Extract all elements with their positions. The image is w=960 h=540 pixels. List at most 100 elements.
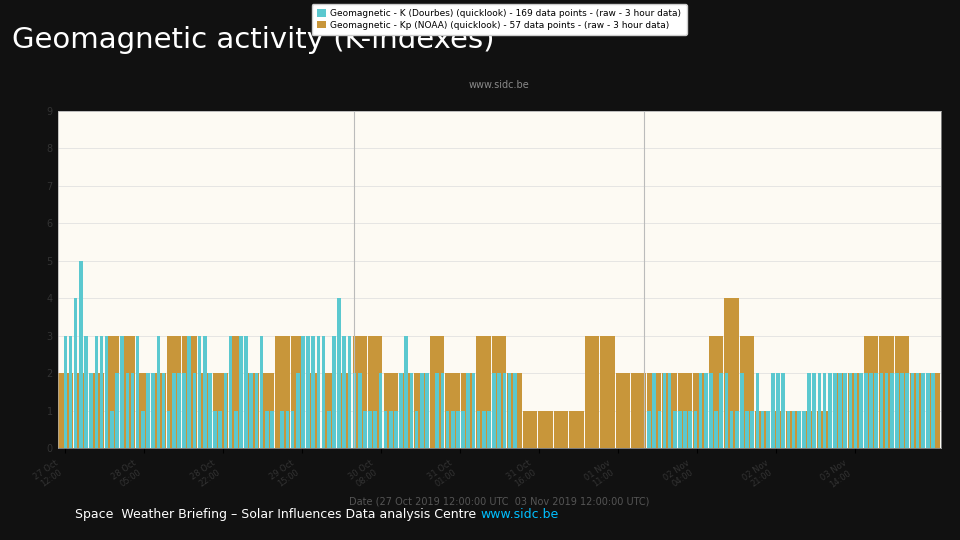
Bar bbox=[864, 373, 868, 448]
Bar bbox=[895, 373, 899, 448]
Bar bbox=[327, 411, 330, 448]
Bar bbox=[828, 373, 831, 448]
Bar bbox=[730, 411, 733, 448]
Bar bbox=[569, 411, 584, 448]
Bar bbox=[693, 373, 708, 448]
Bar bbox=[120, 336, 124, 448]
Bar bbox=[771, 411, 785, 448]
Bar bbox=[461, 411, 465, 448]
Bar bbox=[632, 373, 646, 448]
Bar bbox=[539, 411, 553, 448]
Bar bbox=[766, 411, 770, 448]
Bar bbox=[653, 373, 656, 448]
Bar bbox=[699, 373, 703, 448]
Bar bbox=[910, 373, 924, 448]
Bar bbox=[487, 411, 491, 448]
Bar bbox=[306, 336, 310, 448]
Bar bbox=[714, 411, 718, 448]
Bar bbox=[167, 411, 171, 448]
Bar bbox=[492, 373, 496, 448]
Bar bbox=[322, 336, 325, 448]
Bar bbox=[368, 336, 382, 448]
Bar bbox=[399, 373, 414, 448]
Bar bbox=[445, 411, 449, 448]
Bar bbox=[554, 411, 568, 448]
Bar bbox=[89, 373, 104, 448]
Bar bbox=[658, 411, 661, 448]
Bar bbox=[781, 373, 785, 448]
Bar bbox=[745, 411, 749, 448]
Bar bbox=[378, 373, 382, 448]
Bar bbox=[276, 336, 290, 448]
Bar bbox=[833, 373, 837, 448]
Bar bbox=[395, 411, 397, 448]
Bar bbox=[156, 336, 160, 448]
Text: Space  Weather Briefing – Solar Influences Data analysis Centre: Space Weather Briefing – Solar Influence… bbox=[75, 508, 480, 521]
Bar bbox=[74, 298, 78, 448]
Bar bbox=[415, 411, 419, 448]
Bar bbox=[492, 336, 507, 448]
Bar bbox=[317, 336, 321, 448]
Bar bbox=[879, 336, 894, 448]
Bar bbox=[673, 411, 677, 448]
Bar bbox=[337, 373, 351, 448]
Bar bbox=[213, 373, 228, 448]
Bar bbox=[735, 411, 738, 448]
Bar bbox=[875, 373, 878, 448]
Bar bbox=[141, 411, 145, 448]
Bar bbox=[849, 373, 863, 448]
Bar bbox=[823, 373, 827, 448]
Bar bbox=[178, 373, 180, 448]
Bar bbox=[420, 373, 423, 448]
Bar bbox=[369, 411, 372, 448]
Bar bbox=[352, 336, 367, 448]
Bar bbox=[244, 373, 258, 448]
Bar bbox=[182, 336, 197, 448]
Bar bbox=[399, 373, 403, 448]
Bar bbox=[771, 373, 775, 448]
Bar bbox=[513, 373, 516, 448]
Bar bbox=[260, 336, 263, 448]
Bar bbox=[343, 336, 346, 448]
Bar bbox=[725, 298, 739, 448]
Bar bbox=[777, 373, 780, 448]
Bar bbox=[926, 373, 929, 448]
Bar bbox=[322, 373, 336, 448]
Bar bbox=[662, 373, 666, 448]
Bar bbox=[807, 373, 811, 448]
Bar bbox=[296, 373, 300, 448]
Bar bbox=[704, 373, 708, 448]
Bar bbox=[709, 373, 712, 448]
Bar bbox=[668, 373, 671, 448]
Bar bbox=[662, 373, 677, 448]
Bar bbox=[136, 336, 139, 448]
Bar bbox=[925, 373, 940, 448]
Bar bbox=[135, 373, 150, 448]
Bar bbox=[332, 336, 336, 448]
Bar bbox=[69, 336, 72, 448]
Bar bbox=[467, 373, 470, 448]
Bar bbox=[358, 373, 362, 448]
Bar bbox=[280, 411, 284, 448]
Bar bbox=[879, 373, 883, 448]
Bar bbox=[250, 373, 253, 448]
Bar bbox=[213, 411, 217, 448]
Bar bbox=[895, 336, 909, 448]
Bar bbox=[301, 336, 304, 448]
Bar bbox=[802, 411, 816, 448]
Bar bbox=[167, 336, 181, 448]
Bar bbox=[352, 373, 356, 448]
Bar bbox=[451, 411, 454, 448]
Bar bbox=[383, 373, 398, 448]
Bar bbox=[415, 373, 429, 448]
Bar bbox=[890, 373, 894, 448]
Bar bbox=[756, 373, 759, 448]
Bar bbox=[725, 373, 729, 448]
Bar bbox=[812, 373, 816, 448]
Bar bbox=[694, 411, 697, 448]
Bar bbox=[115, 373, 119, 448]
Bar bbox=[203, 336, 206, 448]
Bar bbox=[461, 373, 475, 448]
Bar bbox=[678, 373, 692, 448]
Bar bbox=[508, 373, 512, 448]
